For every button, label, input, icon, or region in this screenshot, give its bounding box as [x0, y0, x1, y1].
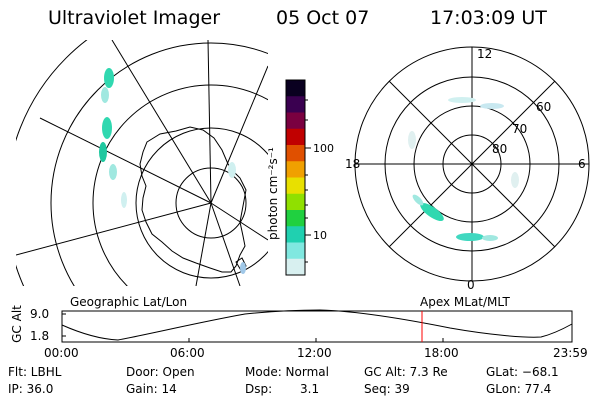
dsp-label: Dsp: [245, 382, 273, 396]
timeline-ticks [61, 313, 573, 342]
geographic-map [16, 40, 268, 286]
meridian-lines [16, 40, 268, 286]
polar-plot [354, 46, 590, 282]
polar-auroral-oval [408, 97, 519, 241]
timeline-right-caption: Apex MLat/MLT [420, 295, 510, 309]
timeline-frame [61, 310, 573, 343]
color-bar-segment [286, 128, 305, 146]
color-bar-segment [286, 226, 305, 243]
mode-value: Mode: Normal [245, 365, 329, 379]
color-bar-segment [286, 210, 305, 227]
colorbar-tick-100: 100 [313, 142, 334, 155]
glon-value: GLon: 77.4 [486, 382, 552, 396]
time-label: 17:03:09 UT [430, 7, 547, 29]
mlt-label-0: 0 [467, 278, 475, 292]
continent-outline [139, 126, 247, 273]
lat-label-60: 60 [536, 100, 551, 114]
color-bar-segment [286, 80, 305, 97]
mlt-label-6: 6 [578, 157, 586, 171]
color-bar-segment [286, 177, 305, 195]
color-bar [286, 80, 305, 276]
color-bar-segment [286, 112, 305, 130]
timeline-xtick-1200: 12:00 [297, 346, 332, 360]
mlt-label-12: 12 [477, 47, 492, 61]
ip-value: IP: 36.0 [8, 382, 54, 396]
timeline-xtick-0600: 06:00 [170, 346, 205, 360]
latitude-circles [16, 40, 268, 286]
colorbar-unit-label: photon cm⁻²s⁻¹ [266, 147, 280, 240]
color-bar-segment [286, 258, 305, 276]
instrument-title: Ultraviolet Imager [48, 7, 221, 29]
map-auroral-oval [99, 68, 246, 274]
gain-value: Gain: 14 [126, 382, 177, 396]
color-bar-segment [286, 145, 305, 162]
mlt-label-18: 18 [345, 157, 360, 171]
color-bar-segment [286, 193, 305, 211]
lat-label-70: 70 [512, 122, 527, 136]
color-bar-segment [286, 96, 305, 113]
color-bar-segment [286, 242, 305, 260]
gc-alt-value: GC Alt: 7.3 Re [364, 365, 448, 379]
timeline-ytick-min: 1.8 [30, 329, 50, 343]
timeline-xtick-2359: 23:59 [553, 346, 588, 360]
altitude-curve [61, 309, 573, 341]
colorbar-tick-10: 10 [313, 229, 327, 242]
lat-label-80: 80 [492, 142, 507, 156]
timeline-y-axis-label: GC Alt [9, 305, 24, 343]
timeline-xtick-0000: 00:00 [44, 346, 79, 360]
color-bar-frame [285, 79, 306, 276]
timeline-left-caption: Geographic Lat/Lon [70, 295, 188, 309]
filter-value: Flt: LBHL [8, 365, 62, 379]
date-label: 05 Oct 07 [276, 7, 370, 29]
seq-value: Seq: 39 [364, 382, 410, 396]
color-bar-ticks [305, 99, 311, 263]
door-value: Door: Open [126, 365, 195, 379]
glat-value: GLat: −68.1 [486, 365, 559, 379]
timeline-ytick-max: 9.0 [30, 307, 50, 321]
color-bar-segment [286, 161, 305, 178]
timeline-xtick-1800: 18:00 [424, 346, 459, 360]
dsp-value: 3.1 [300, 382, 320, 396]
